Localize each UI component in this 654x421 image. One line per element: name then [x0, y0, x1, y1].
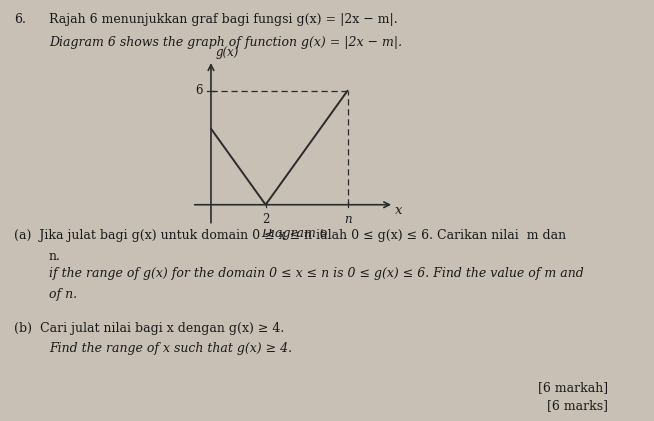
Text: 6.: 6. — [14, 13, 26, 26]
Text: (b)  Cari julat nilai bagi x dengan g(x) ≥ 4.: (b) Cari julat nilai bagi x dengan g(x) … — [14, 322, 284, 335]
Text: Find the range of x such that g(x) ≥ 4.: Find the range of x such that g(x) ≥ 4. — [49, 342, 292, 355]
Text: [6 marks]: [6 marks] — [547, 399, 608, 412]
Text: 6: 6 — [196, 84, 203, 97]
Text: [6 markah]: [6 markah] — [538, 381, 608, 394]
Text: Rajah 6: Rajah 6 — [270, 210, 318, 223]
Text: n.: n. — [49, 250, 61, 264]
Text: g(x): g(x) — [216, 46, 239, 59]
Text: n: n — [344, 213, 351, 226]
Text: Diagram 6 shows the graph of function g(x) = |2x − m|.: Diagram 6 shows the graph of function g(… — [49, 36, 402, 49]
Text: Rajah 6 menunjukkan graf bagi fungsi g(x) = |2x − m|.: Rajah 6 menunjukkan graf bagi fungsi g(x… — [49, 13, 398, 26]
Text: Diagram 6: Diagram 6 — [261, 227, 328, 240]
Text: if the range of g(x) for the domain 0 ≤ x ≤ n is 0 ≤ g(x) ≤ 6. Find the value of: if the range of g(x) for the domain 0 ≤ … — [49, 267, 584, 280]
Text: of n.: of n. — [49, 288, 77, 301]
Text: (a)  Jika julat bagi g(x) untuk domain 0 ≤ x ≤ n ialah 0 ≤ g(x) ≤ 6. Carikan nil: (a) Jika julat bagi g(x) untuk domain 0 … — [14, 229, 566, 242]
Text: x: x — [396, 204, 403, 217]
Text: 2: 2 — [262, 213, 269, 226]
